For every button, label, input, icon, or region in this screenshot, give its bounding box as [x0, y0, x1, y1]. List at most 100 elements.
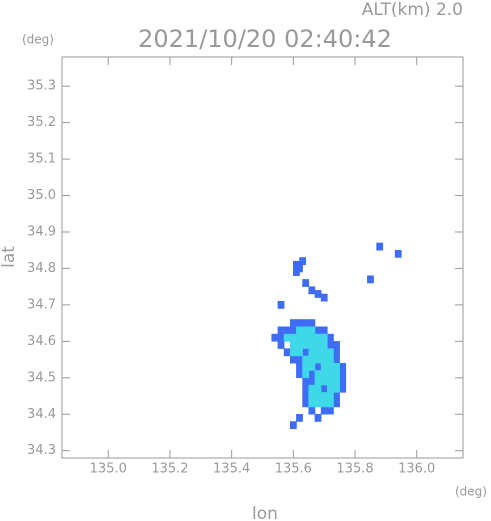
echo-cell: [320, 348, 328, 357]
echo-cell: [299, 257, 306, 266]
echo-cell: [314, 377, 322, 386]
echo-cell: [308, 406, 316, 415]
echo-cell: [302, 384, 310, 393]
echo-cell: [376, 242, 384, 251]
echo-cell: [296, 333, 303, 342]
echo-cell: [314, 384, 322, 393]
echo-cell: [277, 326, 285, 335]
echo-cell: [296, 348, 303, 357]
y-axis-label: lat: [0, 246, 19, 268]
echo-cell: [326, 384, 334, 393]
echo-cell: [308, 341, 316, 349]
echo-cell: [308, 362, 316, 371]
y-tick-label: 35.1: [27, 152, 56, 167]
x-tick-label: 135.4: [213, 462, 250, 477]
echo-cell: [320, 341, 328, 349]
echo-cell: [289, 326, 297, 335]
echo-cell: [308, 392, 316, 400]
echo-cell: [308, 348, 316, 357]
echo-cell: [314, 414, 322, 422]
echo-cell: [326, 399, 334, 408]
echo-cell: [308, 370, 316, 379]
echo-cell: [314, 333, 322, 342]
x-tick-label: 135.0: [90, 462, 127, 477]
y-tick-label: 34.8: [27, 261, 56, 276]
echo-cell: [314, 326, 322, 335]
echo-cell: [302, 348, 310, 357]
echo-cell: [333, 362, 340, 371]
echo-cell: [283, 326, 291, 335]
echo-cell: [326, 406, 334, 415]
echo-cell: [326, 333, 334, 342]
echo-cell: [296, 341, 303, 349]
y-tick-label: 34.3: [27, 443, 56, 458]
y-tick-label: 34.5: [27, 370, 56, 385]
echo-cell: [308, 377, 316, 386]
echo-cell: [333, 370, 340, 379]
echo-cell: [302, 370, 310, 379]
echo-cell: [333, 348, 340, 357]
echo-cell: [296, 362, 303, 371]
echo-cell: [326, 341, 334, 349]
echo-cell: [314, 290, 322, 298]
echo-cell: [289, 333, 297, 342]
y-unit: (deg): [22, 33, 54, 47]
echo-cell: [314, 341, 322, 349]
y-tick-label: 34.4: [27, 407, 56, 422]
echo-cell: [283, 348, 291, 357]
echo-cell: [302, 399, 310, 408]
chart-title: 2021/10/20 02:40:42: [138, 25, 392, 53]
echo-cell: [333, 384, 340, 393]
echo-cell: [320, 326, 328, 335]
echo-cell: [289, 355, 297, 364]
echo-cell: [302, 319, 310, 328]
echo-cell: [326, 362, 334, 371]
y-tick-label: 35.0: [27, 188, 56, 203]
y-tick-label: 34.6: [27, 334, 56, 349]
x-tick-label: 136.0: [398, 462, 435, 477]
echo-cell: [289, 421, 297, 430]
echo-cell: [320, 362, 328, 371]
y-tick-label: 34.9: [27, 224, 56, 239]
echo-cell: [314, 392, 322, 400]
echo-cell: [302, 392, 310, 400]
echo-cell: [289, 348, 297, 357]
x-unit: (deg): [455, 485, 487, 499]
echo-cell: [333, 355, 340, 364]
echo-cell: [367, 275, 374, 284]
y-tick-label: 35.2: [27, 115, 56, 130]
echo-cell: [320, 333, 328, 342]
echo-cell: [293, 268, 300, 276]
echo-cell: [320, 392, 328, 400]
echo-cell: [333, 341, 340, 349]
echo-cell: [320, 399, 328, 408]
echo-cell: [302, 377, 310, 386]
echo-cell: [314, 362, 322, 371]
echo-cell: [320, 384, 328, 393]
echo-cell: [333, 399, 340, 408]
x-axis-label: lon: [252, 504, 278, 521]
altitude: ALT(km) 2.0: [362, 0, 463, 20]
plot-frame: [61, 56, 464, 459]
echo-cell: [326, 392, 334, 400]
echo-cell: [289, 319, 297, 328]
echo-cell: [296, 326, 303, 335]
echo-cell: [320, 355, 328, 364]
echo-cell: [326, 355, 334, 364]
echo-cell: [314, 348, 322, 357]
echo-cell: [296, 355, 303, 364]
echo-cell: [314, 355, 322, 364]
x-tick-label: 135.8: [336, 462, 373, 477]
echo-cell: [308, 326, 316, 335]
echo-cell: [314, 370, 322, 379]
echo-cell: [277, 341, 285, 349]
echo-cell: [320, 406, 328, 415]
echo-cell: [308, 286, 316, 295]
echo-cell: [302, 333, 310, 342]
x-tick-label: 135.2: [151, 462, 188, 477]
y-tick-label: 35.3: [27, 79, 56, 94]
echo-cell: [302, 326, 310, 335]
echo-cell: [302, 355, 310, 364]
echo-cell: [326, 348, 334, 357]
